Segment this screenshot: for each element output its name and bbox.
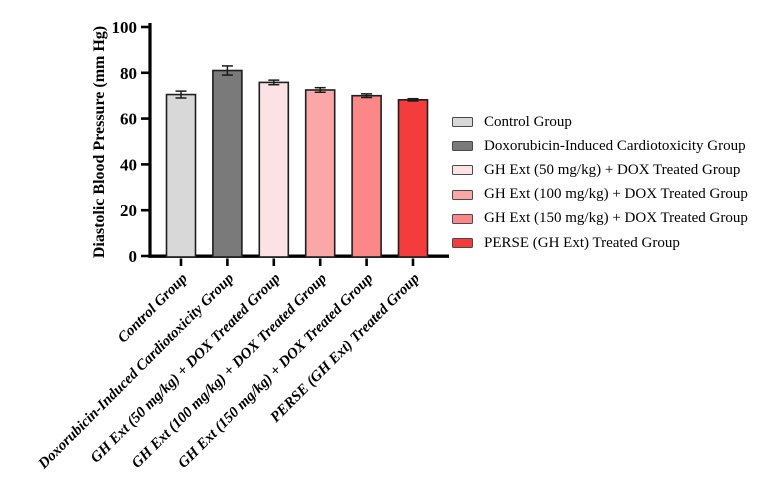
- legend-swatch: [452, 189, 473, 200]
- legend-item: GH Ext (150 mg/kg) + DOX Treated Group: [452, 207, 778, 231]
- legend-label: GH Ext (100 mg/kg) + DOX Treated Group: [484, 186, 748, 203]
- bar-1: [165, 93, 197, 258]
- legend-item: Doxorubicin-Induced Cardiotoxicity Group: [452, 134, 778, 158]
- y-tick-label: 60: [120, 110, 137, 129]
- legend-label: PERSE (GH Ext) Treated Group: [484, 234, 680, 251]
- legend-swatch: [452, 117, 473, 128]
- legend-swatch: [452, 213, 473, 224]
- legend-item: Control Group: [452, 110, 778, 134]
- y-tick-label: 40: [120, 155, 137, 174]
- legend-item: GH Ext (50 mg/kg) + DOX Treated Group: [452, 158, 778, 182]
- bar-2: [212, 69, 243, 258]
- y-tick-label: 0: [129, 247, 138, 266]
- y-tick-label: 20: [120, 201, 137, 220]
- legend-label: GH Ext (50 mg/kg) + DOX Treated Group: [484, 161, 741, 178]
- legend: Control Group Doxorubicin-Induced Cardiot…: [452, 110, 778, 255]
- y-tick-label: 80: [120, 64, 137, 83]
- legend-item: PERSE (GH Ext) Treated Group: [452, 231, 778, 255]
- legend-item: GH Ext (100 mg/kg) + DOX Treated Group: [452, 183, 778, 207]
- bar-5: [351, 94, 382, 258]
- x-axis-label: GH Ext (50 mg/kg) + DOX Treated Group: [88, 270, 284, 466]
- legend-label: Doxorubicin-Induced Cardiotoxicity Group: [484, 137, 746, 154]
- legend-label: GH Ext (150 mg/kg) + DOX Treated Group: [484, 210, 748, 227]
- bar-3: [258, 81, 290, 258]
- bar-6: [397, 99, 429, 258]
- legend-swatch: [452, 238, 473, 249]
- y-tick-label: 100: [112, 18, 138, 37]
- legend-swatch: [452, 165, 473, 176]
- legend-swatch: [452, 141, 473, 152]
- bar-4: [304, 89, 336, 258]
- legend-label: Control Group: [484, 113, 572, 130]
